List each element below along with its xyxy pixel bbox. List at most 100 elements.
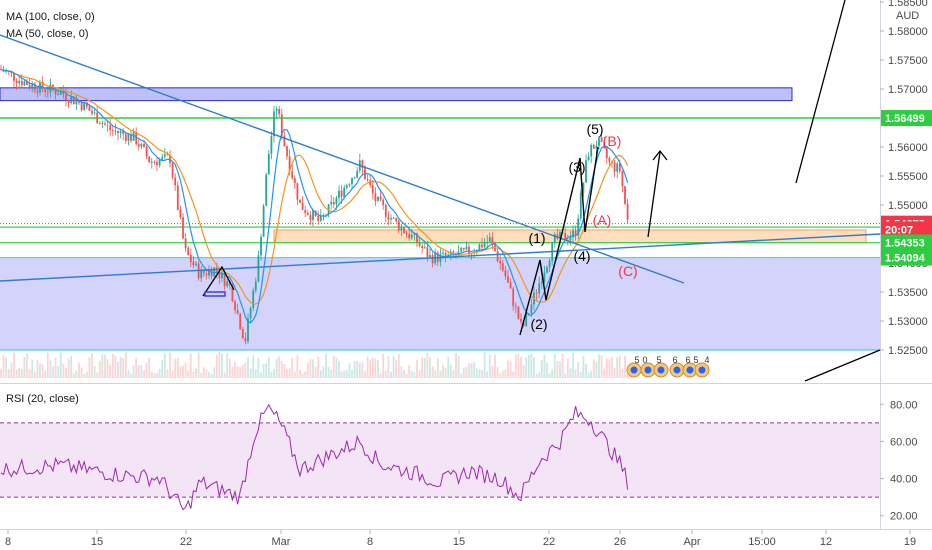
- volume-bar: [244, 362, 247, 378]
- price-label-text: 20:07: [885, 224, 913, 236]
- volume-bar: [332, 356, 335, 378]
- candle: [621, 170, 624, 193]
- volume-bar: [280, 361, 283, 378]
- volume-bar: [273, 368, 275, 378]
- volume-bar: [169, 352, 171, 378]
- time-tick-label: 12: [820, 536, 832, 548]
- time-axis: 8 15 22 Mar 8 15 22 26 Apr 15:00 12 19: [5, 530, 916, 548]
- candle: [423, 242, 426, 249]
- ma100-legend[interactable]: MA (100, close, 0): [6, 11, 95, 23]
- volume-bar: [525, 357, 528, 378]
- candle: [119, 128, 122, 139]
- candle: [208, 265, 210, 279]
- candle: [104, 120, 106, 126]
- candle: [626, 198, 629, 224]
- volume-bar: [124, 352, 127, 378]
- ma50-line: [0, 68, 629, 324]
- candle: [33, 82, 36, 94]
- volume-bar: [592, 359, 595, 378]
- event-badge-core: [644, 366, 652, 374]
- volume-bar: [20, 368, 23, 378]
- price-tick-label: 1.56000: [888, 142, 928, 154]
- candle: [260, 233, 262, 261]
- volume-bar: [145, 362, 148, 378]
- candle: [301, 196, 304, 210]
- candle: [512, 286, 515, 311]
- volume-bar: [418, 369, 421, 378]
- candle: [283, 131, 286, 147]
- candle: [585, 154, 587, 184]
- candle: [184, 233, 187, 252]
- volume-bar: [221, 353, 223, 378]
- volume-bar: [143, 370, 145, 378]
- candle: [161, 153, 164, 162]
- candle: [106, 121, 109, 132]
- volume-bar: [338, 360, 340, 378]
- candle: [31, 80, 34, 93]
- volume-bar: [540, 360, 543, 378]
- volume-bar: [538, 372, 541, 378]
- volume-bar: [551, 369, 554, 378]
- volume-bar: [91, 353, 93, 378]
- candle: [598, 136, 600, 150]
- volume-bar: [325, 353, 327, 378]
- candle: [574, 225, 577, 241]
- event-badge-core: [657, 366, 665, 374]
- volume-bar: [195, 368, 197, 378]
- volume-bar: [426, 352, 429, 378]
- volume-bar: [410, 370, 413, 378]
- volume-bar: [140, 364, 143, 378]
- candle: [145, 145, 148, 160]
- volume-bar: [215, 354, 218, 378]
- volume-bar: [187, 370, 190, 378]
- volume-bar: [436, 358, 439, 378]
- currency-label: AUD: [896, 10, 919, 22]
- volume-bar: [491, 366, 494, 378]
- volume-bar: [127, 370, 130, 378]
- volume-bar: [475, 368, 478, 378]
- volume-bar: [317, 357, 320, 378]
- candle: [418, 236, 421, 248]
- candle: [600, 134, 603, 143]
- volume-bar: [200, 372, 203, 378]
- candle: [234, 299, 236, 314]
- candle: [148, 156, 151, 163]
- volume-bar: [439, 371, 442, 378]
- volume-bar: [384, 371, 387, 378]
- volume-bar: [543, 354, 546, 378]
- volume-bar: [624, 355, 626, 378]
- volume-bar: [314, 366, 317, 378]
- volume-bar: [564, 373, 567, 378]
- volume-bar: [400, 366, 403, 378]
- volume-bar: [319, 370, 322, 378]
- candle: [93, 108, 96, 116]
- candle: [403, 226, 405, 234]
- volume-bar: [23, 356, 26, 378]
- volume-bar: [416, 359, 418, 378]
- volume-bar: [600, 355, 603, 378]
- trendlines-layer: [0, 0, 881, 382]
- time-tick-label: 19: [904, 536, 916, 548]
- candle: [189, 248, 192, 268]
- volume-bar: [83, 373, 86, 378]
- volume-bar: [509, 360, 512, 378]
- candle: [348, 183, 351, 188]
- volume-bar: [442, 364, 444, 378]
- volume-bar: [96, 372, 99, 378]
- volume-bar: [239, 366, 242, 378]
- volume-bar: [275, 358, 278, 378]
- volume-bar: [621, 368, 624, 378]
- candle: [163, 147, 166, 160]
- volume-bar: [605, 358, 608, 378]
- projection-arrow: [647, 151, 661, 238]
- rsi-legend[interactable]: RSI (20, close): [6, 393, 79, 405]
- volume-bar: [343, 370, 346, 378]
- candle: [210, 266, 213, 280]
- volume-bar: [530, 353, 533, 378]
- volume-bar: [553, 354, 556, 378]
- rsi-tick-label: 40.00: [890, 474, 918, 486]
- ma50-legend[interactable]: MA (50, close, 0): [6, 28, 89, 40]
- volume-bar: [114, 355, 117, 378]
- volume-bar: [179, 366, 182, 378]
- volume-bar: [293, 371, 296, 378]
